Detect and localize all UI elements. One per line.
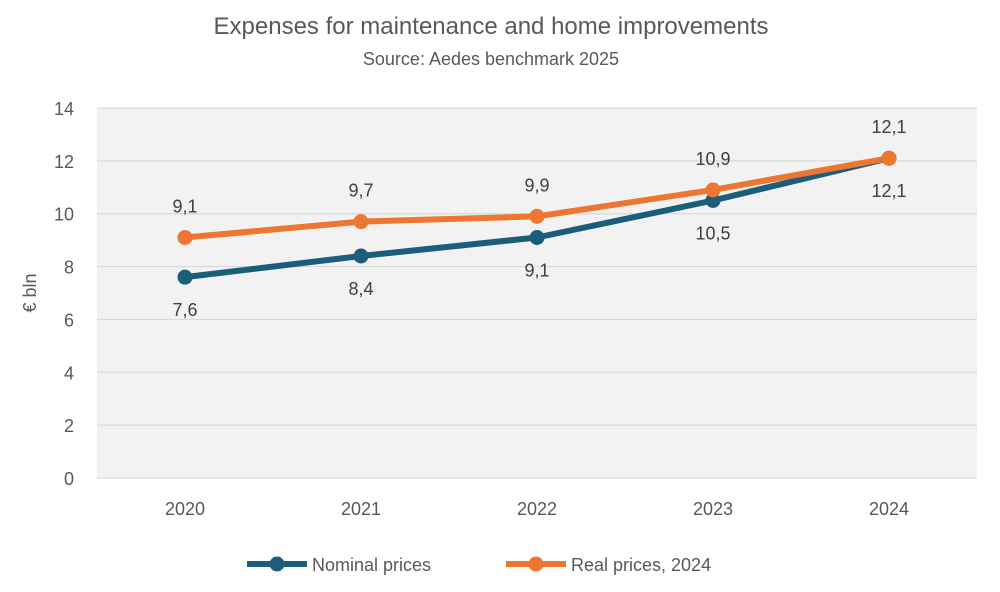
legend-label: Nominal prices <box>312 555 431 575</box>
data-label: 12,1 <box>871 181 906 201</box>
y-tick-label: 12 <box>54 152 74 172</box>
data-label: 7,6 <box>172 300 197 320</box>
data-point <box>353 248 369 264</box>
legend-label: Real prices, 2024 <box>571 555 711 575</box>
y-tick-label: 0 <box>64 469 74 489</box>
y-tick-label: 4 <box>64 363 74 383</box>
legend-marker <box>269 556 285 572</box>
x-tick-label: 2023 <box>693 499 733 519</box>
data-point <box>529 230 545 245</box>
data-point <box>705 193 721 208</box>
data-point <box>529 208 545 224</box>
data-label: 9,9 <box>524 175 549 195</box>
data-point <box>881 150 897 166</box>
x-tick-label: 2024 <box>869 499 909 519</box>
chart-title: Expenses for maintenance and home improv… <box>214 13 769 40</box>
legend-marker <box>528 556 544 572</box>
x-tick-label: 2021 <box>341 499 381 519</box>
data-label: 9,1 <box>172 197 197 217</box>
data-point <box>177 230 193 245</box>
data-point <box>353 214 369 230</box>
y-axis-label: € bln <box>20 273 40 312</box>
x-tick-label: 2022 <box>517 499 557 519</box>
data-label: 10,9 <box>695 149 730 169</box>
y-tick-label: 2 <box>64 416 74 436</box>
data-label: 10,5 <box>695 224 730 244</box>
x-tick-label: 2020 <box>165 499 205 519</box>
data-label: 12,1 <box>871 117 906 137</box>
y-tick-label: 8 <box>64 258 74 278</box>
y-tick-label: 10 <box>54 205 74 225</box>
y-tick-label: 6 <box>64 310 74 330</box>
y-tick-label: 14 <box>54 99 74 119</box>
chart-subtitle: Source: Aedes benchmark 2025 <box>363 49 619 69</box>
data-point <box>705 182 721 198</box>
data-label: 8,4 <box>348 279 373 299</box>
data-label: 9,7 <box>348 181 373 201</box>
data-label: 9,1 <box>524 261 549 281</box>
data-point <box>177 269 193 285</box>
